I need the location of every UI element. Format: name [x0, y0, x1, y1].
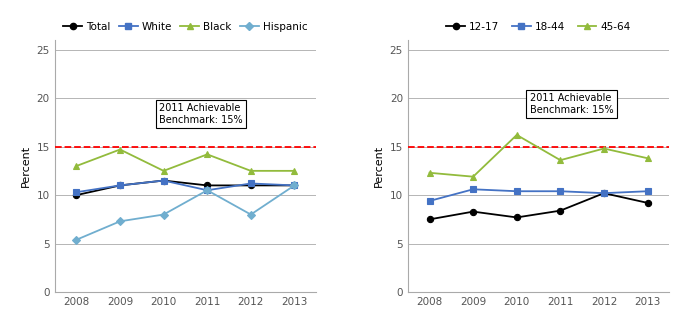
- Text: 2011 Achievable
Benchmark: 15%: 2011 Achievable Benchmark: 15%: [159, 103, 243, 124]
- Legend: 12-17, 18-44, 45-64: 12-17, 18-44, 45-64: [446, 22, 631, 32]
- Y-axis label: Percent: Percent: [374, 145, 384, 187]
- Y-axis label: Percent: Percent: [21, 145, 31, 187]
- Legend: Total, White, Black, Hispanic: Total, White, Black, Hispanic: [64, 22, 307, 32]
- Text: 2011 Achievable
Benchmark: 15%: 2011 Achievable Benchmark: 15%: [530, 93, 613, 115]
